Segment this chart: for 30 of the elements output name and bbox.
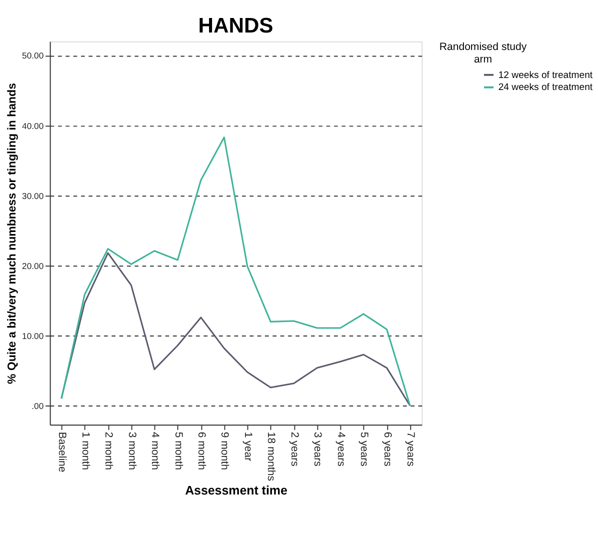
x-tick-label: 4 years	[334, 432, 347, 466]
x-tick-label: 7 years	[404, 432, 417, 466]
x-tick-label: 5 years	[358, 432, 370, 466]
chart-title: HANDS	[198, 14, 274, 38]
x-tick-label: 3 years	[312, 432, 324, 466]
legend-title: Randomised study arm	[439, 40, 528, 66]
y-axis-title: % Quite a bit/very much numbness or tingling in hands	[6, 83, 18, 384]
y-tick-label: 10.00	[22, 331, 44, 342]
x-tick-label: 6 years	[381, 432, 394, 466]
x-tick-label: 2 years	[288, 432, 300, 466]
y-tick-label: 30.00	[22, 190, 44, 201]
x-tick-label: 1 year	[242, 432, 254, 462]
line-series	[60, 252, 411, 407]
legend-label: 12 weeks of treatment	[498, 70, 593, 81]
x-tick-label: 1 month	[79, 432, 92, 470]
y-tick-label: 50.00	[22, 50, 44, 61]
y-tick-label: 20.00	[22, 260, 44, 271]
x-tick-label: 6 month	[195, 432, 208, 470]
x-axis-title: Assessment time	[185, 484, 288, 498]
x-tick-label: 18 months	[265, 432, 278, 482]
x-tick-label: 5 month	[172, 432, 184, 470]
x-tick-label: 9 month	[218, 432, 231, 470]
x-tick-label: Baseline	[56, 432, 68, 472]
x-tick-label: 2 month	[102, 432, 115, 470]
y-tick-label: .00	[32, 401, 44, 412]
x-tick-label: 3 month	[126, 432, 138, 470]
y-tick-label: 40.00	[22, 120, 44, 131]
x-tick-label: 4 month	[149, 432, 162, 470]
line-series	[60, 136, 411, 407]
legend-label: 24 weeks of treatment	[498, 82, 593, 94]
